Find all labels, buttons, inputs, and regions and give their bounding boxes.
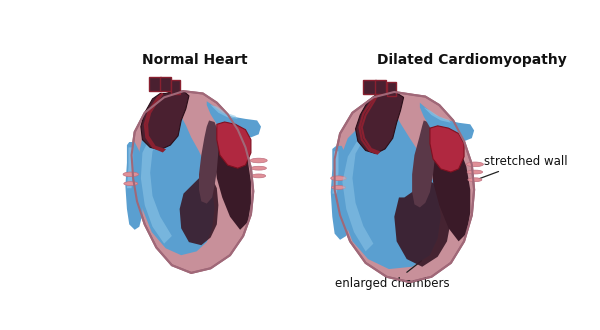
Polygon shape — [179, 174, 218, 245]
Polygon shape — [141, 91, 189, 150]
Polygon shape — [207, 101, 261, 137]
Polygon shape — [332, 151, 338, 194]
Polygon shape — [171, 80, 181, 93]
Ellipse shape — [331, 176, 346, 181]
Polygon shape — [149, 77, 161, 91]
Polygon shape — [424, 107, 451, 123]
Polygon shape — [160, 77, 171, 91]
Polygon shape — [131, 91, 253, 273]
Ellipse shape — [251, 166, 266, 170]
Polygon shape — [343, 116, 397, 251]
Polygon shape — [141, 116, 181, 244]
Ellipse shape — [468, 178, 482, 182]
Ellipse shape — [332, 185, 346, 189]
Ellipse shape — [123, 172, 139, 177]
Polygon shape — [375, 80, 386, 93]
Ellipse shape — [467, 170, 482, 174]
Polygon shape — [138, 114, 215, 255]
Polygon shape — [215, 132, 251, 230]
Polygon shape — [125, 142, 142, 230]
Text: Normal Heart: Normal Heart — [142, 53, 248, 67]
Text: enlarged chambers: enlarged chambers — [335, 261, 450, 290]
Polygon shape — [420, 103, 474, 141]
Ellipse shape — [250, 158, 267, 163]
Polygon shape — [335, 92, 474, 282]
Polygon shape — [430, 126, 464, 172]
Polygon shape — [356, 93, 404, 153]
Ellipse shape — [466, 162, 484, 167]
Polygon shape — [331, 146, 349, 240]
Polygon shape — [412, 120, 436, 208]
Polygon shape — [217, 122, 251, 168]
Ellipse shape — [252, 174, 266, 178]
Ellipse shape — [124, 182, 138, 185]
Polygon shape — [364, 80, 376, 93]
Text: Dilated Cardiomyopathy: Dilated Cardiomyopathy — [377, 53, 567, 67]
Polygon shape — [127, 148, 133, 188]
Polygon shape — [199, 120, 218, 204]
Text: stretched wall: stretched wall — [473, 155, 568, 181]
Polygon shape — [211, 105, 238, 119]
Polygon shape — [394, 182, 451, 267]
Polygon shape — [338, 115, 441, 269]
Polygon shape — [386, 82, 396, 96]
Polygon shape — [431, 134, 470, 241]
